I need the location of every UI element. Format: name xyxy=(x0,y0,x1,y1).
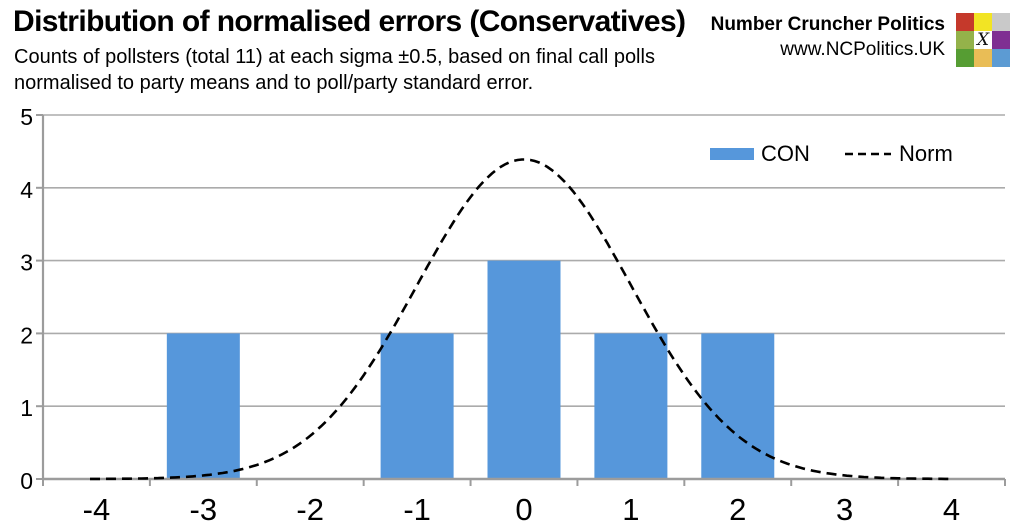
x-tick-label-4: 4 xyxy=(943,492,960,527)
logo-x-glyph: X xyxy=(976,29,990,50)
logo-cell-2-2 xyxy=(992,49,1010,67)
brand-logo: X xyxy=(956,13,1010,67)
x-tick-label-1: 1 xyxy=(622,492,639,527)
logo-cell-0-2 xyxy=(992,13,1010,31)
legend-norm-label: Norm xyxy=(899,141,953,166)
bar-0 xyxy=(487,260,561,479)
bar-2 xyxy=(701,333,775,479)
legend-con-entry: CON xyxy=(710,141,810,167)
logo-cell-2-1 xyxy=(974,49,992,67)
y-tick-label-1: 1 xyxy=(20,395,33,421)
x-tick-label--2: -2 xyxy=(296,492,324,527)
y-tick-label-3: 3 xyxy=(20,250,33,276)
brand-name: Number Cruncher Politics xyxy=(710,14,945,35)
y-tick-label-5: 5 xyxy=(20,104,33,130)
x-tick-label-3: 3 xyxy=(836,492,853,527)
brand-block: Number Cruncher Politics www.NCPolitics.… xyxy=(560,12,945,62)
logo-cell-1-0 xyxy=(956,31,974,49)
x-tick-label-2: 2 xyxy=(729,492,746,527)
y-tick-label-0: 0 xyxy=(20,468,33,494)
legend-con-swatch xyxy=(710,148,754,160)
x-tick-label--4: -4 xyxy=(83,492,111,527)
x-tick-label--3: -3 xyxy=(190,492,218,527)
brand-url: www.NCPolitics.UK xyxy=(780,39,945,60)
chart-subtitle-line2: normalised to party means and to poll/pa… xyxy=(14,72,534,94)
x-tick-label-0: 0 xyxy=(515,492,532,527)
logo-cell-1-2 xyxy=(992,31,1010,49)
bar-1 xyxy=(594,333,668,479)
x-tick-label--1: -1 xyxy=(403,492,431,527)
legend-con-label: CON xyxy=(761,141,810,166)
logo-x-cell: X xyxy=(974,31,992,49)
logo-cell-0-0 xyxy=(956,13,974,31)
y-tick-label-4: 4 xyxy=(20,177,33,203)
legend-norm-dash-icon xyxy=(845,152,891,156)
chart-title: Distribution of normalised errors (Conse… xyxy=(13,5,686,38)
bar--3 xyxy=(166,333,240,479)
logo-cell-0-1 xyxy=(974,13,992,31)
chart-subtitle: Counts of pollsters (total 11) at each s… xyxy=(14,44,655,96)
legend-norm-entry: Norm xyxy=(844,141,953,167)
norm-curve xyxy=(90,158,950,481)
y-tick-label-2: 2 xyxy=(20,322,33,348)
bar--1 xyxy=(380,333,454,479)
chart-subtitle-line1: Counts of pollsters (total 11) at each s… xyxy=(14,46,655,68)
logo-cell-2-0 xyxy=(956,49,974,67)
